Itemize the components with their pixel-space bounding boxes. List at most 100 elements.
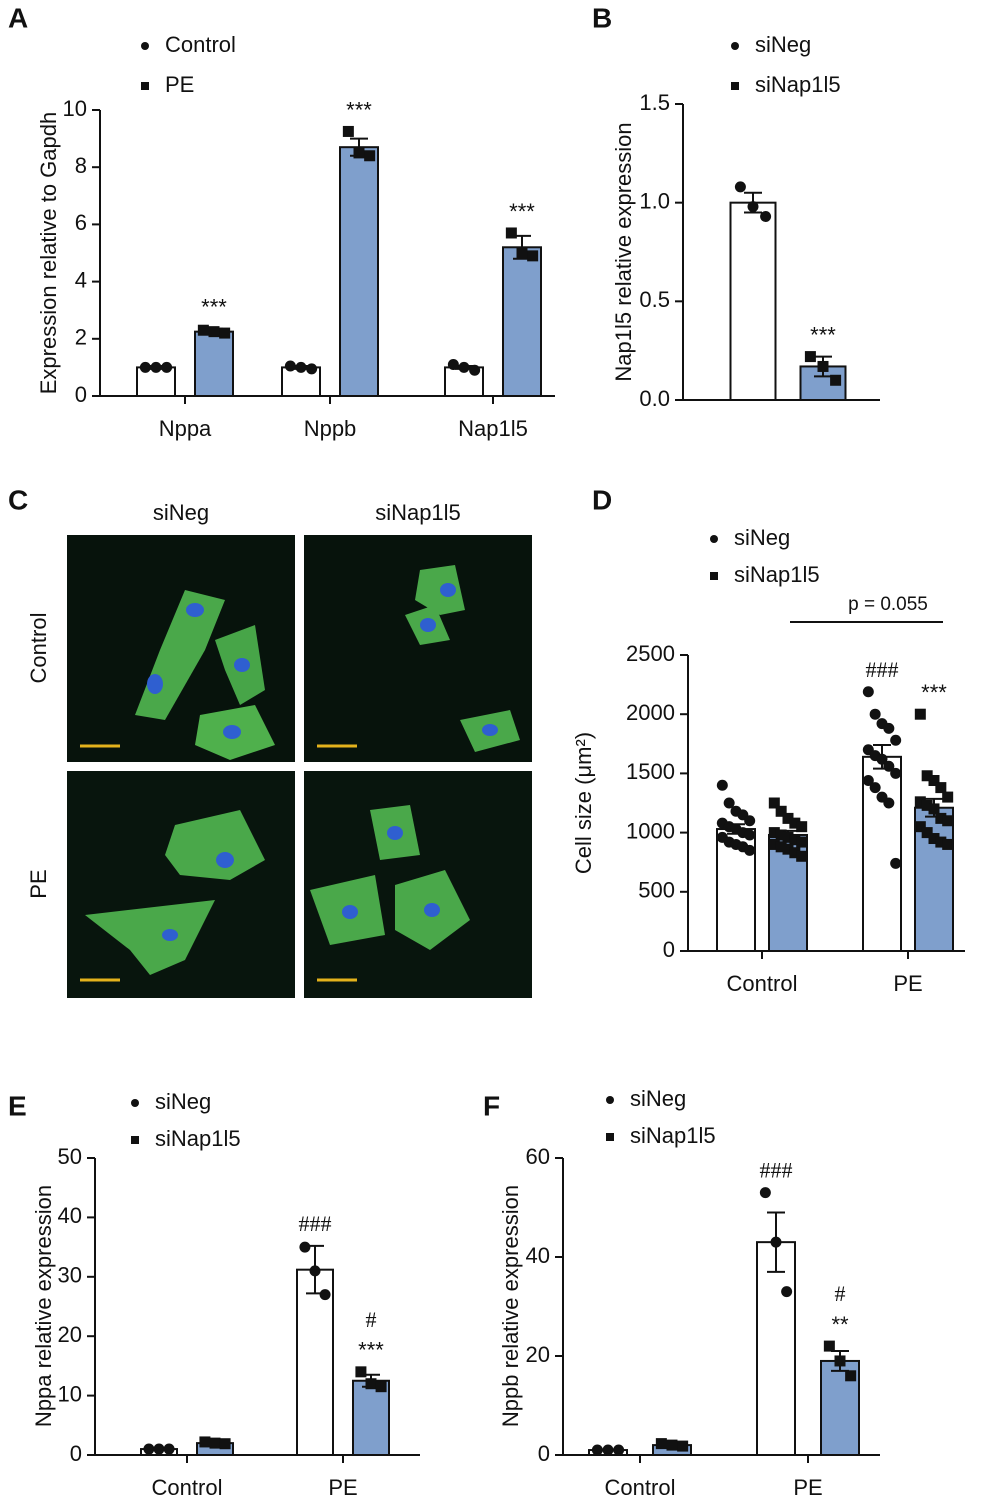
legend-marker [141,82,149,90]
y-tick-label: 10 [58,1381,82,1406]
data-point [143,1443,155,1455]
x-tick-label: Control [605,1475,676,1500]
data-point [747,201,759,213]
data-point [319,1289,331,1301]
y-tick-label: 20 [526,1342,550,1367]
bar [339,146,379,397]
bar [502,246,542,397]
nucleus [424,903,440,917]
y-tick-label: 0 [75,382,87,407]
data-point [782,843,794,855]
data-point [505,227,517,239]
y-tick-label: 4 [75,267,87,292]
row-label: PE [26,869,51,898]
panel-letter: D [592,484,612,515]
data-point [768,827,780,839]
data-point [734,181,746,193]
data-point [942,815,954,827]
legend-marker [131,1099,139,1107]
data-point [928,775,940,787]
y-tick-label: 6 [75,210,87,235]
y-tick-label: 0.0 [639,386,670,411]
nucleus [482,724,498,736]
legend-label: Control [165,32,236,57]
data-point [161,361,173,373]
data-point [883,760,895,772]
data-point [759,1187,771,1199]
data-point [914,821,926,833]
x-tick-label: Control [727,971,798,996]
cell [85,900,215,975]
nucleus [162,929,178,941]
data-point [602,1444,614,1456]
data-point [775,829,787,841]
nucleus [223,725,241,739]
data-point [655,1438,667,1450]
y-tick-label: 1000 [626,818,675,843]
data-point [208,326,220,338]
y-tick-label: 40 [526,1243,550,1268]
y-tick-label: 40 [58,1203,82,1228]
legend-label: siNap1l5 [155,1126,241,1151]
significance-label: ### [866,657,899,682]
data-point [935,812,947,824]
nucleus [216,852,234,868]
legend-marker [731,42,739,50]
data-point [928,803,940,815]
x-tick-label: Nap1l5 [458,416,528,441]
data-point [458,361,470,373]
significance-label: *** [358,1338,384,1363]
legend-marker [731,82,739,90]
data-point [876,753,888,765]
data-point [890,857,902,869]
data-point [209,1437,221,1449]
significance-label: *** [810,322,836,347]
legend-marker [131,1136,139,1144]
x-tick-label: PE [893,971,922,996]
column-label: siNap1l5 [375,500,461,525]
column-label: siNeg [153,500,209,525]
data-point [666,1439,678,1451]
data-point [935,836,947,848]
y-tick-label: 0 [663,937,675,962]
x-tick-label: PE [793,1475,822,1500]
x-tick-label: Nppb [304,416,357,441]
panel-letter: E [8,1090,27,1121]
nucleus [420,618,436,632]
y-tick-label: 30 [58,1263,82,1288]
data-point [796,836,808,848]
data-point [935,782,947,794]
legend-marker [606,1133,614,1141]
data-point [365,1378,377,1390]
data-point [353,147,365,159]
y-tick-label: 2000 [626,700,675,725]
y-axis-label: Nppb relative expression [498,1185,523,1427]
nucleus [387,826,403,840]
data-point [775,841,787,853]
legend-marker [710,572,718,580]
data-point [516,247,528,259]
data-point [744,844,756,856]
row-label: Control [26,613,51,684]
data-point [139,361,151,373]
y-tick-label: 0.5 [639,287,670,312]
data-point [781,1286,793,1298]
y-tick-label: 1500 [626,759,675,784]
data-point [796,821,808,833]
y-tick-label: 500 [638,878,675,903]
y-axis-label: Nppa relative expression [31,1185,56,1427]
data-point [744,829,756,841]
data-point [869,782,881,794]
data-point [942,838,954,850]
significance-label: ### [299,1211,332,1236]
data-point [677,1440,689,1452]
data-point [364,150,376,162]
data-point [830,374,842,386]
data-point [355,1366,367,1378]
data-point [782,812,794,824]
data-point [299,1241,311,1253]
bracket-label: p = 0.055 [848,594,928,615]
nucleus [342,905,358,919]
data-point [613,1444,625,1456]
significance-label: ### [760,1158,793,1183]
